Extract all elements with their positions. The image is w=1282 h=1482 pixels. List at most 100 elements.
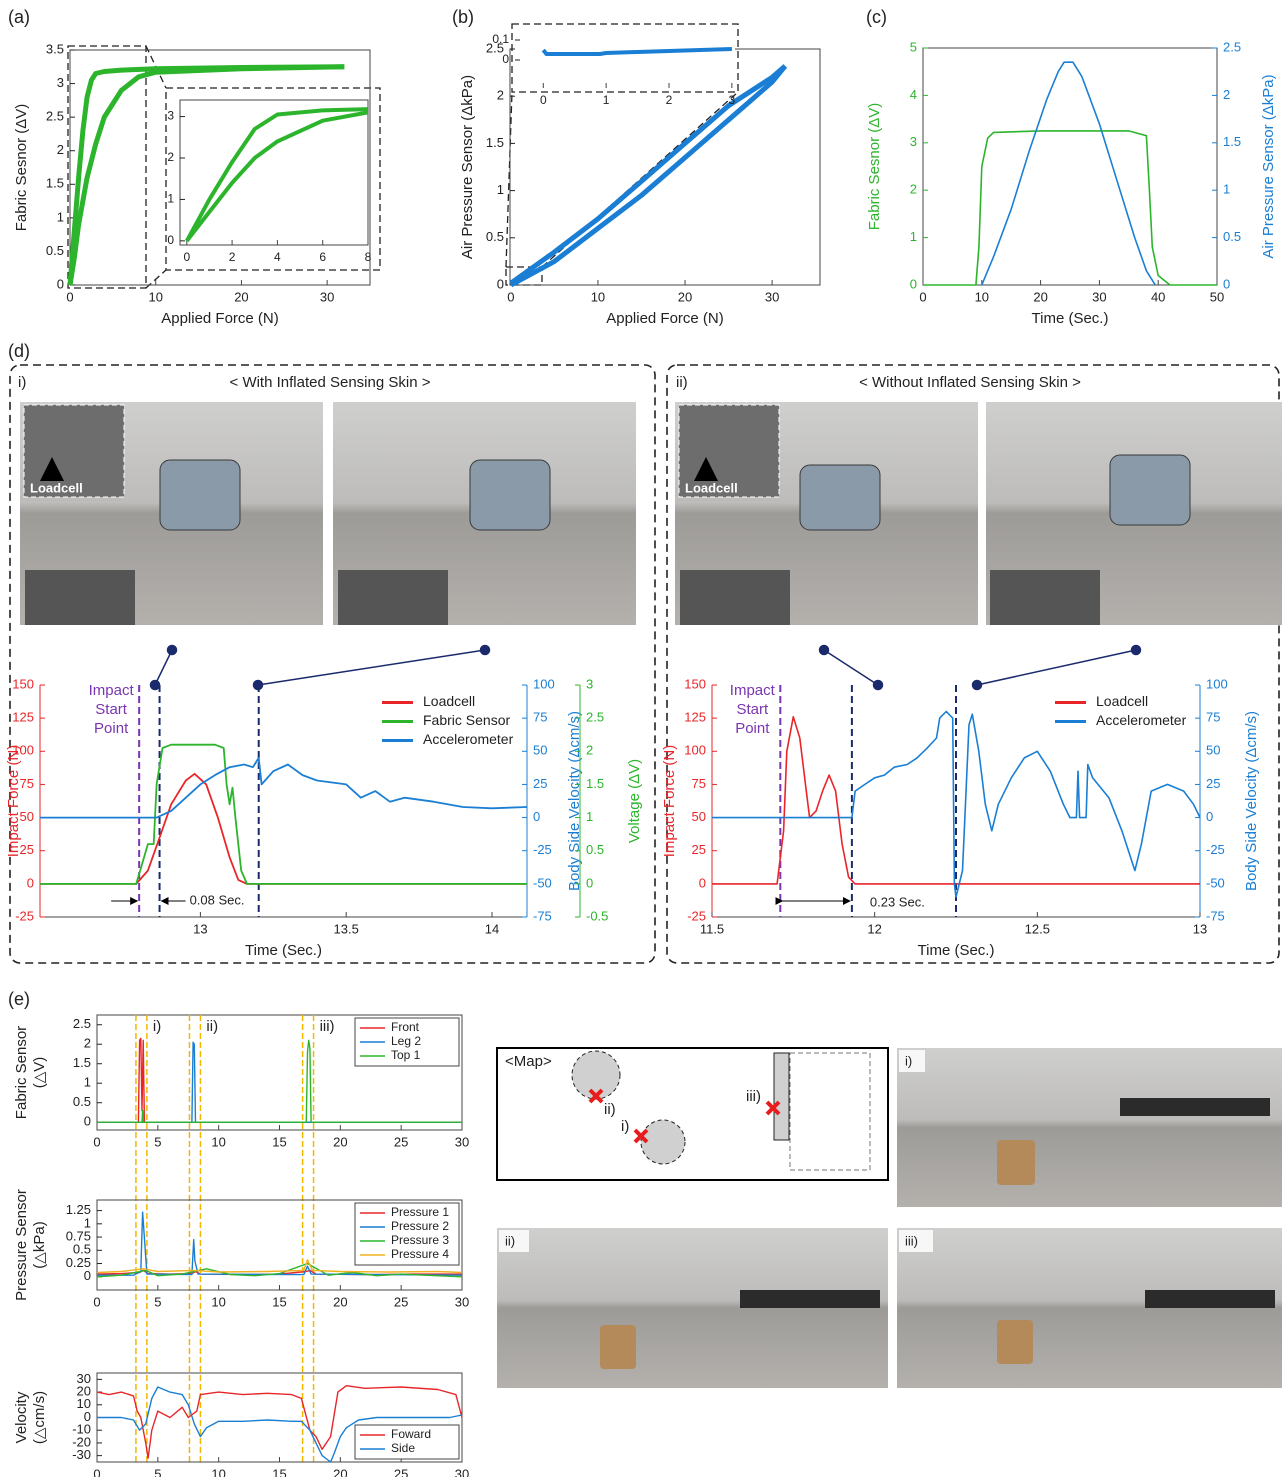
series-line [97,1386,463,1463]
y-axis-label: Fabric Sensor [13,1026,30,1119]
y2-axis-label: Air Pressure Sensor (ΔkPa) [1260,74,1277,258]
x-axis-label: Applied Force (N) [606,310,724,327]
y-tick-label: 3 [910,134,917,149]
y3-axis-label: Voltage (ΔV) [626,759,643,843]
photo-label: iii) [905,1233,918,1248]
panel-label: (e) [8,989,30,1009]
series-line [67,64,345,286]
y-tick-label: 150 [12,676,34,691]
x-tick-label: 15 [272,1294,286,1309]
photo-label: ii) [505,1233,515,1248]
y2-tick-label: -50 [1206,875,1225,890]
y-tick-label: 0 [699,875,706,890]
y-tick-label: 0 [84,1114,91,1129]
y-tick-label: 0 [27,875,34,890]
annotation: Impact [730,682,776,699]
y3-tick-label: 0.5 [586,842,604,857]
series-line [185,110,369,243]
y-tick-label: 0 [910,276,917,291]
y-tick-label: 125 [684,710,706,725]
y-tick-label: 3 [57,75,64,90]
photos-e [497,1048,1282,1388]
x-tick-label: 25 [394,1134,408,1149]
y2-axis-label: Body Side Velocity (Δcm/s) [1243,711,1260,891]
x-tick-label: 50 [1210,289,1224,304]
y2-tick-label: 0.5 [1223,229,1241,244]
y2-axis-label: Body Side Velocity (Δcm/s) [566,711,583,891]
series-line [97,1211,463,1276]
series-line [40,757,528,819]
inset-background [180,100,368,245]
series-line [185,107,369,242]
legend-label: Leg 2 [391,1034,421,1048]
section-title: < Without Inflated Sensing Skin > [859,374,1081,391]
x-tick-label: 0 [66,289,73,304]
map-marker: ii) [604,1101,616,1118]
y-tick-label: 3 [167,109,174,123]
section-frame [666,364,1280,964]
y-tick-label: 0.5 [486,229,504,244]
y3-tick-label: -0.5 [586,908,608,923]
x-tick-label: 30 [320,289,334,304]
x-tick-label: 10 [211,1466,225,1477]
x-tick-label: 30 [765,289,779,304]
y-tick-label: 3.5 [46,41,64,56]
panel-label: (b) [452,7,474,27]
y-tick-label: 1 [84,1075,91,1090]
y-tick-label: 150 [684,676,706,691]
y-axis-label: Pressure Sensor [13,1189,30,1301]
interval-label: 0.23 Sec. [870,894,925,909]
y-tick-label: 100 [12,743,34,758]
x-tick-label: 30 [455,1466,469,1477]
x-tick-label: 20 [1033,289,1047,304]
series-line [509,64,787,286]
x-tick-label: 5 [154,1294,161,1309]
y-tick-label: 50 [20,809,34,824]
x-tick-label: 0 [183,250,190,264]
y-axis-label: (△V) [31,1057,48,1089]
x-tick-label: 30 [455,1134,469,1149]
y-tick-label: 0.75 [66,1228,91,1243]
y-axis-label: Impact Force (N) [661,745,678,858]
legend-label: Pressure 3 [391,1233,449,1247]
y-tick-label: 1 [57,209,64,224]
x-axis-label: Time (Sec.) [1032,310,1109,327]
annotation: Point [735,720,770,737]
y2-tick-label: 2 [1223,87,1230,102]
series-line [97,1039,462,1123]
x-tick-label: 15 [272,1134,286,1149]
y-tick-label: 1.5 [73,1055,91,1070]
y-tick-label: 0.25 [66,1255,91,1270]
event-label: iii) [320,1018,335,1035]
y-tick-label: 2 [497,88,504,103]
series-line [96,1259,463,1274]
y-axis-label: Velocity [13,1391,30,1443]
series-line [40,772,527,885]
photos-d [20,402,1282,625]
y-tick-label: 1.5 [46,176,64,191]
legend-label: Foward [391,1427,431,1441]
x-tick-label: 2 [666,93,673,107]
series-line [923,130,1217,286]
legend-label: Pressure 2 [391,1219,449,1233]
y-tick-label: 1 [84,1215,91,1230]
section-frame [9,364,656,964]
x-axis-label: Applied Force (N) [161,310,279,327]
y-tick-label: -25 [15,908,34,923]
series-line [67,64,345,286]
y-tick-label: 0 [167,233,174,247]
x-tick-label: 10 [975,289,989,304]
y-tick-label: 0.5 [73,1094,91,1109]
panel-label: (c) [866,7,887,27]
x-tick-label: 3 [729,93,736,107]
y-tick-label: 1 [910,229,917,244]
x-tick-label: 20 [234,289,248,304]
y2-tick-label: -50 [533,875,552,890]
legend-label: Loadcell [1096,693,1148,709]
legend-label: Fabric Sensor [423,712,510,728]
y-axis-label: Fabric Sesnor (ΔV) [13,104,30,232]
y-tick-label: 0 [497,276,504,291]
x-tick-label: 10 [211,1294,225,1309]
x-tick-label: 0 [93,1294,100,1309]
